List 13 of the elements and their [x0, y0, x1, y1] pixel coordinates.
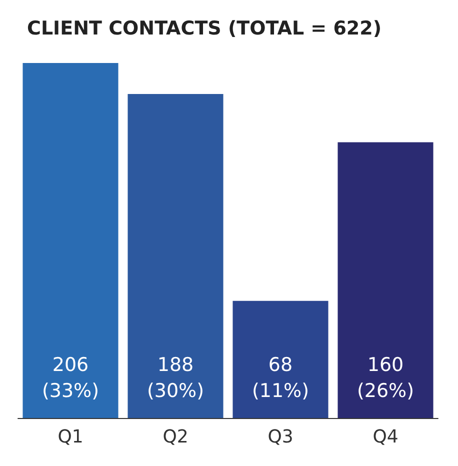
x-tick-label: Q4	[372, 426, 398, 448]
bar	[128, 94, 224, 418]
bar	[338, 142, 434, 418]
data-label: 160 (26%)	[356, 354, 414, 402]
data-label: 206 (33%)	[42, 354, 100, 402]
x-tick-label: Q3	[268, 426, 294, 448]
bar	[232, 300, 328, 418]
data-label: 188 (30%)	[146, 354, 204, 402]
x-tick-label: Q1	[58, 426, 84, 448]
bar	[22, 63, 118, 418]
x-tick-label: Q2	[162, 426, 188, 448]
data-label: 68 (11%)	[252, 354, 310, 402]
chart-title: CLIENT CONTACTS (TOTAL = 622)	[27, 18, 382, 40]
